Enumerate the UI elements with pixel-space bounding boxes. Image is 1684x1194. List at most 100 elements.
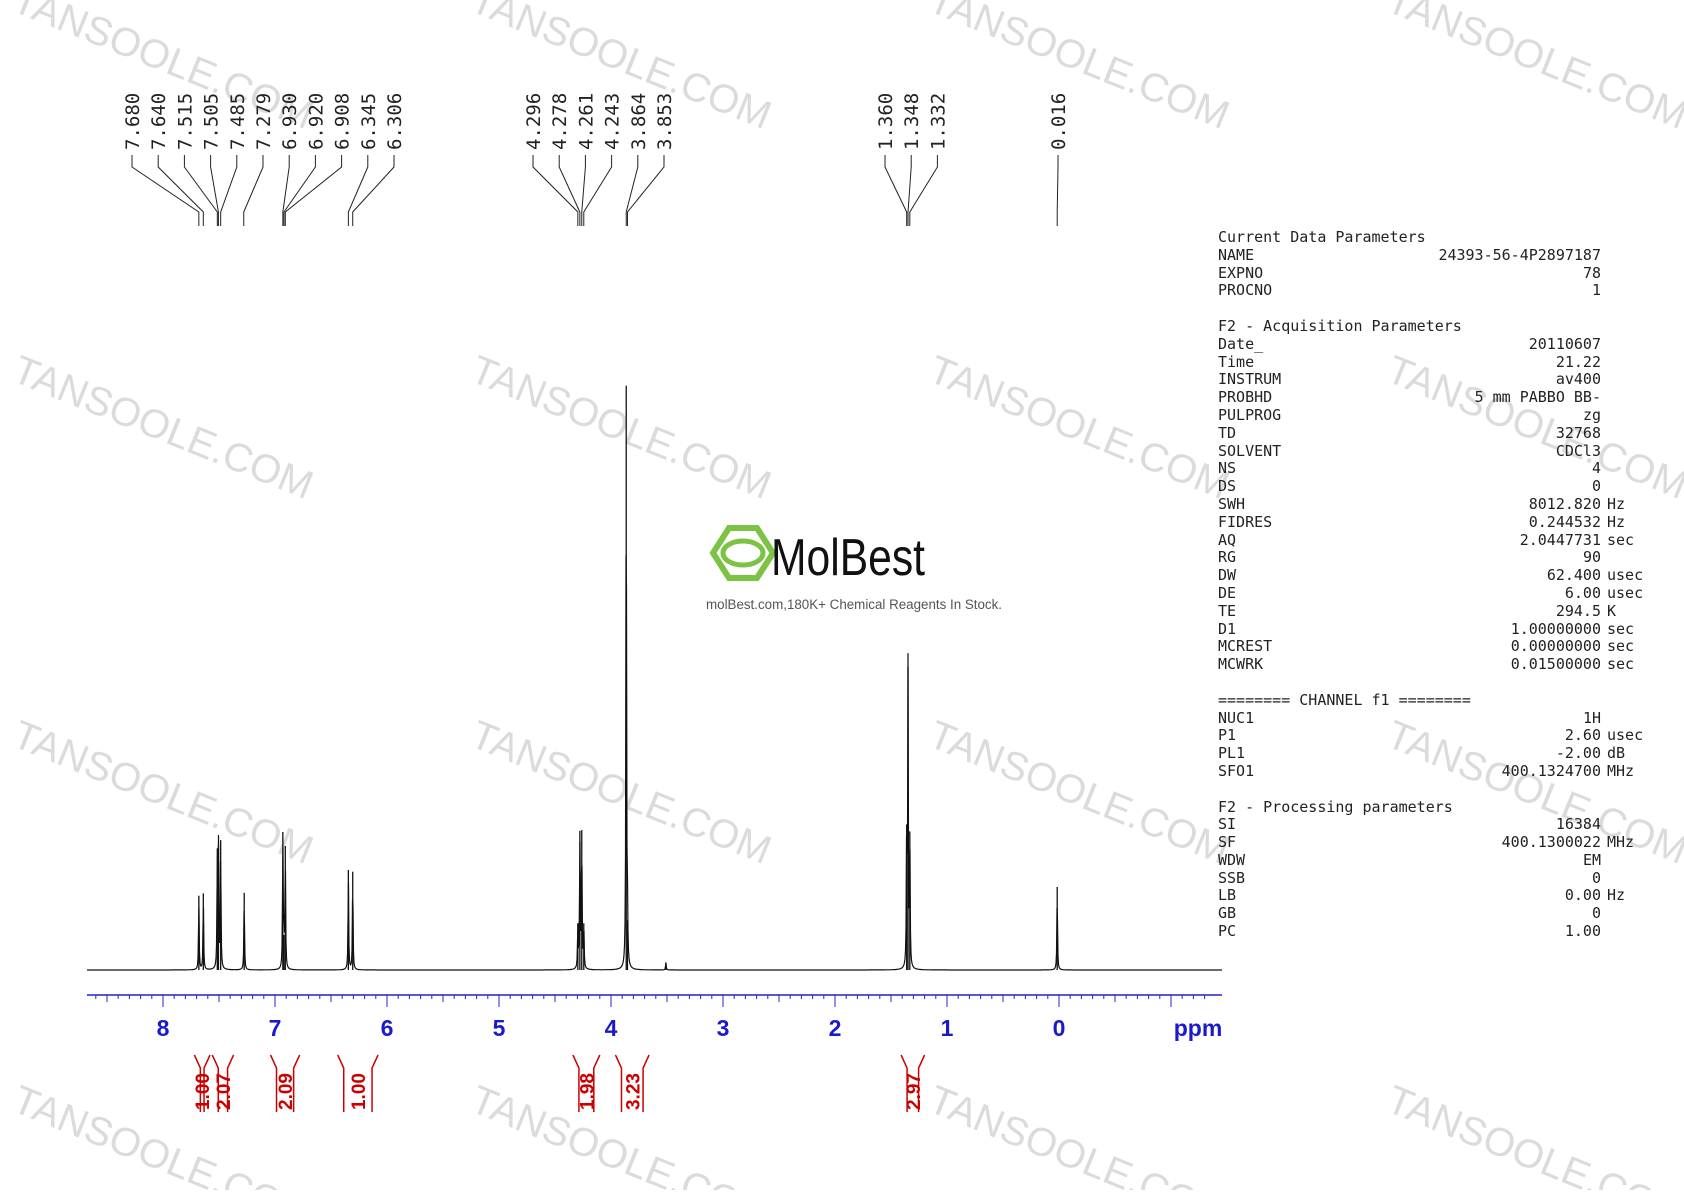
param-row: PC 1.00 [1218, 922, 1658, 941]
param-value: 4 [1591, 459, 1601, 478]
param-row: RG 90 [1218, 549, 1658, 567]
param-key: NAME [1218, 245, 1255, 264]
axis-tick-label: 8 [157, 1015, 170, 1041]
peak-label: 6.920 [305, 93, 327, 150]
peak-label-connector [283, 155, 316, 226]
param-row: SFO1 400.1324700 MHz [1218, 761, 1658, 781]
param-key: Time [1218, 352, 1255, 371]
peak-label: 7.505 [201, 93, 223, 150]
peak-label-connector [884, 155, 908, 226]
peak-label: 1.332 [927, 93, 949, 150]
param-unit: usec [1607, 566, 1644, 585]
param-value: 0 [1591, 477, 1601, 496]
param-value: 1.00 [1564, 922, 1601, 941]
hexagon-logo-ring [720, 538, 766, 568]
peak-label: 6.306 [384, 93, 406, 150]
param-key: LB [1218, 886, 1237, 905]
peak-label: 7.680 [122, 93, 144, 150]
peak-label-connector [284, 155, 343, 226]
param-key: SF [1218, 833, 1237, 852]
param-row: WDW EM [1218, 850, 1658, 870]
param-unit: MHz [1607, 761, 1635, 780]
param-key: TE [1218, 601, 1237, 620]
param-value: 0 [1591, 904, 1601, 923]
param-row: SF 400.1300022 MHz [1218, 833, 1658, 852]
param-key: PL1 [1218, 744, 1246, 763]
param-key: NUC1 [1218, 708, 1255, 727]
param-row: PL1 -2.00 dB [1218, 744, 1658, 763]
param-unit: Hz [1607, 494, 1626, 513]
param-row: PROCNO 1 [1218, 282, 1658, 300]
peak-label: 3.853 [654, 93, 676, 150]
param-key: MCREST [1218, 637, 1273, 656]
param-key: Date_ [1218, 334, 1264, 353]
axis-tick-label: 0 [1053, 1015, 1066, 1041]
param-value: 400.1300022 [1501, 833, 1601, 852]
peak-label: 6.345 [358, 93, 380, 150]
param-row: SWH 8012.820 Hz [1218, 494, 1658, 514]
param-key: MCWRK [1218, 655, 1264, 674]
peak-label: 7.485 [227, 93, 249, 150]
peak-label: 7.640 [148, 93, 170, 150]
param-value: EM [1582, 850, 1601, 869]
axis-tick-label: 3 [717, 1015, 730, 1041]
peak-label-connector [625, 155, 639, 226]
param-key: FIDRES [1218, 512, 1273, 531]
param-key: SFO1 [1218, 761, 1255, 780]
integral-bracket [614, 1054, 650, 1112]
param-value: 20110607 [1528, 334, 1601, 353]
param-value: 78 [1582, 263, 1601, 282]
channel-params-header: ======== CHANNEL f1 ======== [1218, 690, 1471, 709]
peak-label-connector [210, 155, 219, 226]
param-key: P1 [1218, 726, 1237, 745]
param-row: EXPNO 78 [1218, 263, 1658, 283]
watermark-text: TANSOOLE.COM [1381, 0, 1684, 138]
integral-bracket [269, 1054, 301, 1112]
param-key: PROBHD [1218, 388, 1273, 407]
param-key: PC [1218, 922, 1237, 941]
param-value: 2.0447731 [1519, 530, 1601, 549]
param-value: 294.5 [1555, 601, 1601, 620]
param-unit: dB [1607, 744, 1626, 763]
peak-label: 4.261 [575, 93, 597, 150]
logo-tagline: molBest.com,180K+ Chemical Reagents In S… [706, 597, 1002, 612]
peak-label-connector [347, 155, 369, 226]
param-value: av400 [1555, 370, 1601, 389]
param-unit: sec [1607, 530, 1635, 549]
axis-tick-label: 6 [381, 1015, 394, 1041]
param-value: 5 mm PABBO BB- [1474, 388, 1601, 407]
ppm-axis: 8 7 6 5 4 3 2 1 0 ppm [87, 994, 1222, 1041]
param-value: zg [1582, 405, 1601, 424]
param-row: DW 62.400 usec [1218, 566, 1658, 585]
watermark-text: TANSOOLE.COM [465, 348, 778, 508]
peak-label-connector [907, 155, 912, 226]
param-row: NAME 24393-56-4P2897187 [1218, 245, 1658, 265]
param-row: FIDRES 0.244532 Hz [1218, 512, 1658, 532]
param-key: DS [1218, 477, 1237, 496]
param-row: SSB 0 [1218, 869, 1658, 888]
peak-label: 4.243 [602, 93, 624, 150]
peak-label-connector [183, 155, 218, 226]
param-value: 8012.820 [1528, 494, 1601, 513]
param-value: 16384 [1555, 815, 1601, 834]
param-row: D1 1.00000000 sec [1218, 620, 1658, 639]
integral-value: 1.00 [193, 1073, 214, 1110]
processing-params-list: SI 16384 SF 400.1300022 MHz WDW EM SSB 0 LB 0.00 Hz… [1218, 815, 1658, 941]
integral-bracket [572, 1054, 601, 1112]
param-unit: Hz [1607, 886, 1626, 905]
peak-label: 4.296 [523, 93, 545, 150]
integral-value: 2.97 [904, 1073, 925, 1110]
param-row: TE 294.5 K [1218, 601, 1658, 621]
param-key: AQ [1218, 530, 1237, 549]
integral-bracket [900, 1054, 926, 1112]
peak-label-connector [282, 155, 290, 226]
peak-label: 7.515 [174, 93, 196, 150]
watermark-text: TANSOOLE.COM [923, 348, 1236, 508]
param-value: 0.244532 [1528, 512, 1601, 531]
param-value: 1H [1582, 708, 1601, 727]
param-unit: K [1607, 601, 1617, 620]
integral-bracket [193, 1054, 211, 1112]
integral-value: 2.07 [214, 1073, 235, 1110]
